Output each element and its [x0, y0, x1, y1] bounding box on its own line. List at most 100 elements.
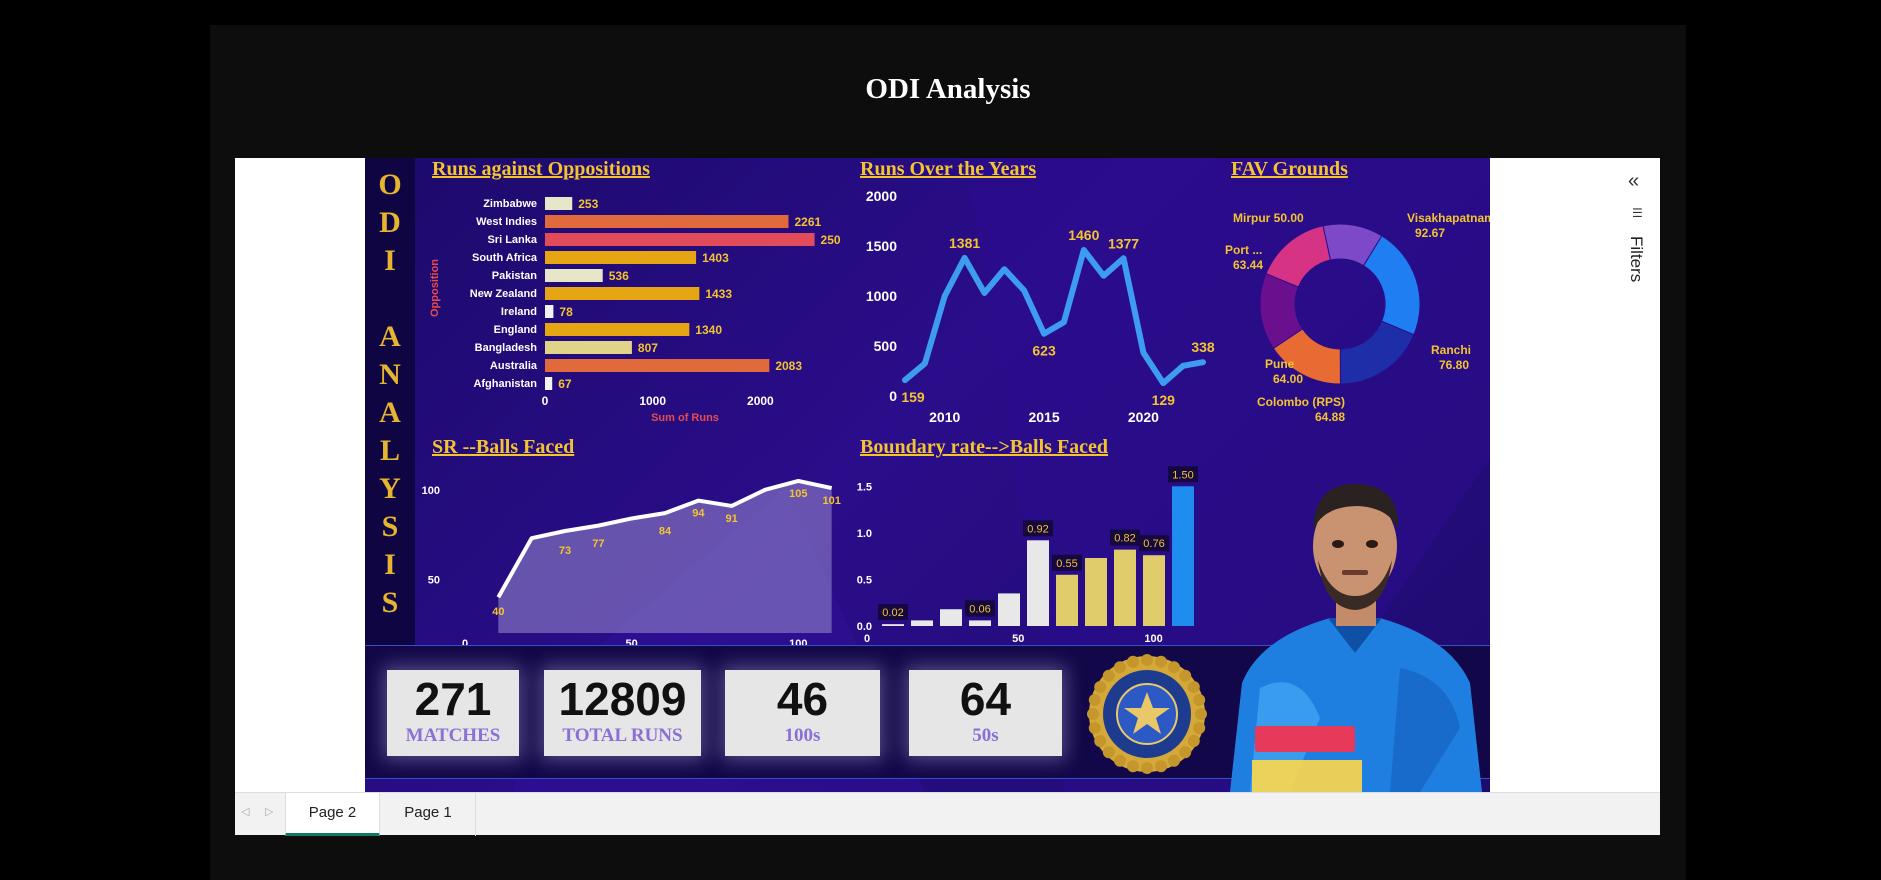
boundary-bar[interactable] — [1114, 549, 1136, 626]
opp-value-label: 807 — [638, 341, 658, 355]
opp-bar[interactable] — [545, 251, 697, 264]
years-data-label: 1377 — [1108, 235, 1139, 251]
runs-years-title: Runs Over the Years — [860, 158, 1037, 180]
opp-bar[interactable] — [545, 215, 789, 228]
opp-bar[interactable] — [545, 341, 632, 354]
opp-bar[interactable] — [545, 269, 603, 282]
boundary-y-tick: 0.0 — [857, 621, 872, 633]
years-series-line[interactable] — [902, 247, 1206, 387]
sr-data-label: 77 — [592, 538, 604, 550]
boundary-data-label: 0.92 — [1027, 523, 1048, 535]
boundary-bar[interactable] — [1172, 486, 1194, 626]
boundary-x-tick: 50 — [1012, 633, 1024, 645]
boundary-bar[interactable] — [940, 609, 962, 626]
next-page-icon[interactable]: ▷ — [265, 806, 274, 818]
collapse-chevron-icon[interactable]: « — [1628, 170, 1640, 192]
opp-category-label: Sri Lanka — [487, 234, 537, 246]
opp-bar[interactable] — [545, 197, 573, 210]
kpi-label: MATCHES — [405, 725, 501, 746]
opp-category-label: New Zealand — [470, 288, 537, 300]
runs-opposition-title: Runs against Oppositions — [432, 158, 650, 180]
ground-slice[interactable] — [1265, 225, 1332, 288]
boundary-x-tick: 0 — [864, 633, 870, 645]
years-y-tick: 1000 — [866, 288, 897, 304]
side-title-letter: D — [379, 206, 401, 239]
boundary-label-bg — [1139, 535, 1169, 552]
boundary-bar[interactable] — [1143, 555, 1165, 626]
opp-value-label: 67 — [558, 377, 572, 391]
ground-value-label: 64.00 — [1273, 372, 1303, 386]
boundary-bar[interactable] — [1027, 540, 1049, 626]
sr-data-label: 40 — [492, 606, 504, 618]
boundary-rate-chart[interactable]: 0.00.51.01.50 50 1000.02 0.060.920.550.82 0.… — [850, 458, 1230, 648]
boundary-bar[interactable] — [911, 620, 933, 626]
page-title: ODI Analysis — [865, 73, 1031, 105]
opp-value-label: 1340 — [695, 323, 722, 337]
opp-bar[interactable] — [545, 305, 554, 318]
opp-bar[interactable] — [545, 233, 815, 246]
ground-value-label: 64.88 — [1315, 410, 1345, 424]
ground-value-label: 63.44 — [1233, 258, 1263, 272]
sr-x-tick: 50 — [626, 638, 638, 648]
years-data-label: 129 — [1152, 392, 1176, 408]
tab-page-2[interactable]: Page 2 — [285, 793, 380, 836]
opp-category-label: Ireland — [501, 306, 537, 318]
opp-bar[interactable] — [545, 287, 700, 300]
previous-page-icon[interactable]: ◁ — [241, 806, 250, 818]
runs-years-chart[interactable]: 0 500 1000 1500 2000 2010 2015 2020 159 1381 623 14… — [855, 186, 1215, 431]
sr-data-label: 101 — [822, 495, 840, 507]
tab-page-1[interactable]: Page 1 — [381, 793, 476, 836]
years-y-tick: 1500 — [866, 238, 897, 254]
opp-x-tick: 0 — [542, 394, 549, 408]
side-title-letter: O — [378, 168, 402, 201]
side-title-letter: I — [384, 244, 396, 277]
boundary-data-label: 0.82 — [1114, 533, 1135, 545]
fav-grounds-title: FAV Grounds — [1231, 158, 1348, 180]
boundary-data-label: 0.76 — [1143, 538, 1164, 550]
opp-value-label: 2083 — [775, 359, 802, 373]
ground-value-label: 76.80 — [1439, 358, 1469, 372]
kpi-card-matches: 271 MATCHES — [387, 670, 519, 756]
kpi-card-total-runs: 12809 TOTAL RUNS — [544, 670, 701, 756]
boundary-data-label: 0.06 — [969, 603, 990, 615]
ground-slice[interactable] — [1322, 223, 1383, 267]
sr-y-tick: 50 — [428, 574, 440, 586]
runs-opposition-chart[interactable]: Zimbabwe 253 West Indies 2261 Sri Lanka 2503 S… — [420, 188, 840, 433]
years-data-label: 338 — [1191, 339, 1215, 355]
opp-bar[interactable] — [545, 323, 690, 336]
side-title-letter: A — [379, 396, 401, 429]
page-tabs-bar: ◁ ▷ Page 2 Page 1 — [235, 792, 1660, 836]
boundary-bar[interactable] — [998, 593, 1020, 626]
ground-name-label: Port ... — [1225, 243, 1262, 257]
side-title-letter: L — [379, 434, 400, 467]
boundary-label-bg — [1023, 520, 1053, 537]
boundary-bar[interactable] — [1085, 558, 1107, 626]
opp-value-label: 1403 — [702, 251, 729, 265]
sr-data-label: 94 — [692, 508, 705, 520]
boundary-y-tick: 1.5 — [857, 481, 872, 493]
boundary-y-tick: 0.5 — [857, 574, 872, 586]
boundary-y-tick: 1.0 — [857, 528, 872, 540]
opp-category-label: England — [494, 324, 537, 336]
opp-bar[interactable] — [545, 359, 770, 372]
sr-data-label: 91 — [726, 513, 738, 525]
filters-pane[interactable]: « ☰ Filters — [1620, 158, 1660, 792]
boundary-data-label: 0.55 — [1056, 558, 1077, 570]
opp-x-tick: 2000 — [747, 394, 774, 408]
opp-bar[interactable] — [545, 377, 553, 390]
boundary-bar[interactable] — [1056, 574, 1078, 626]
ground-slice[interactable] — [1339, 320, 1415, 385]
years-data-label: 1460 — [1068, 227, 1099, 243]
kpi-label: 100s — [784, 725, 821, 746]
boundary-bar[interactable] — [882, 624, 904, 626]
opp-value-label: 1433 — [705, 287, 732, 301]
sr-series-line[interactable] — [496, 478, 833, 599]
filters-label[interactable]: Filters — [1627, 236, 1646, 283]
sr-balls-chart[interactable]: 50 100 0 50 100 40 73 77 84 94 91 105 101 — [420, 458, 845, 648]
years-x-tick: 2010 — [929, 409, 960, 425]
boundary-bar[interactable] — [969, 620, 991, 626]
kpi-value: 64 — [959, 673, 1012, 725]
years-data-label: 159 — [901, 389, 925, 405]
